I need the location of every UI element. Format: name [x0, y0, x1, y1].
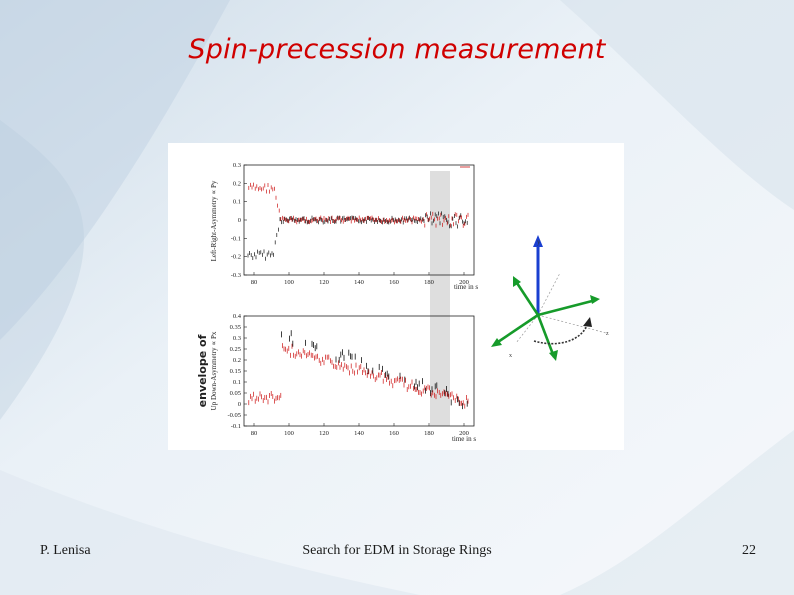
spin-vector-3 [494, 313, 539, 346]
bottom-plot-annotation: envelope of [196, 334, 209, 407]
slide-number: 22 [742, 543, 756, 558]
axis-label-z: z [606, 331, 609, 337]
y-tick-label: 0.2 [233, 357, 241, 364]
y-tick-label: 0.3 [233, 335, 241, 342]
y-tick-label: 0.4 [233, 313, 242, 320]
measurement-figure: Left-Right-Asymmetry ∝ Py 0.3 0.2 0.1 0 -0.1… [196, 162, 609, 443]
y-tick-label: 0.05 [230, 390, 241, 397]
x-tick-label: 180 [424, 279, 434, 286]
highlight-band [430, 171, 450, 426]
x-tick-label: 100 [284, 279, 294, 286]
top-plot-series [247, 182, 469, 261]
top-plot-yticks: 0.3 0.2 0.1 0 -0.1 -0.2 -0.3 [231, 162, 247, 279]
x-tick-label: 80 [251, 279, 258, 286]
x-tick-label: 140 [354, 430, 364, 437]
y-tick-label: 0.2 [233, 180, 241, 187]
x-tick-label: 180 [424, 430, 434, 437]
precession-arc [533, 322, 589, 345]
spin-vector-1-head [590, 295, 600, 304]
y-tick-label: -0.1 [231, 423, 241, 430]
x-tick-label: 100 [284, 430, 294, 437]
precession-arc-head [583, 317, 592, 327]
top-plot-ylabel: Left-Right-Asymmetry ∝ Py [210, 180, 218, 261]
z-axis-dashed [537, 314, 607, 334]
bottom-plot-series [248, 330, 469, 410]
spin-vector-1 [537, 298, 597, 317]
x-tick-label: 160 [389, 430, 399, 437]
aux-axis-dashed [537, 272, 561, 316]
x-tick-label: 120 [319, 430, 329, 437]
y-tick-label: -0.3 [231, 272, 241, 279]
bottom-plot-xticks: 80 100 120 140 160 180 200 [251, 423, 469, 437]
y-axis-arrowhead [533, 235, 543, 247]
axis-label-x: x [509, 353, 512, 359]
bottom-plot-ylabel: Up Down-Asymmetry ∝ Px [210, 331, 218, 410]
x-tick-label: 140 [354, 279, 364, 286]
y-tick-label: -0.2 [231, 254, 241, 261]
x-tick-label: 80 [251, 430, 258, 437]
y-tick-label: 0.1 [233, 379, 241, 386]
bottom-plot-xlabel: time in s [452, 435, 476, 443]
bottom-plot: envelope of Up Down-Asymmetry ∝ Px 0.40.… [196, 313, 476, 443]
bottom-plot-yticks: 0.4 0.35 0.3 0.25 0.2 0.15 0.1 0.05 0 -0.05 -0.1 [227, 313, 247, 430]
y-tick-label: -0.05 [227, 412, 241, 419]
top-plot: Left-Right-Asymmetry ∝ Py 0.3 0.2 0.1 0 -0.1… [210, 162, 478, 291]
footer-author: P. Lenisa [40, 543, 91, 558]
top-plot-xlabel: time in s [454, 283, 478, 291]
x-tick-label: 160 [389, 279, 399, 286]
slide-title: Spin-precession measurement [188, 34, 606, 65]
spin-vector-4-head [549, 350, 558, 361]
x-axis-dashed [515, 314, 539, 344]
spin-vector-2 [513, 279, 540, 316]
y-tick-label: 0.15 [230, 368, 241, 375]
y-tick-label: 0 [238, 401, 241, 408]
y-tick-label: 0.1 [233, 199, 241, 206]
x-tick-label: 200 [459, 279, 469, 286]
y-tick-label: 0.35 [230, 324, 241, 331]
y-tick-label: 0.25 [230, 346, 241, 353]
y-tick-label: -0.1 [231, 235, 241, 242]
figure-panel: Left-Right-Asymmetry ∝ Py 0.3 0.2 0.1 0 -0.1… [168, 143, 624, 450]
spin-vector-4 [536, 314, 556, 358]
spin-vector-3-head [491, 338, 502, 347]
footer-title: Search for EDM in Storage Rings [302, 543, 492, 558]
axis-label-y: y [537, 238, 541, 246]
spin-vector-2-head [513, 276, 521, 287]
y-tick-label: 0 [238, 217, 241, 224]
top-plot-xticks: 80 100 120 140 160 180 200 [251, 272, 469, 286]
y-tick-label: 0.3 [233, 162, 241, 169]
x-tick-label: 120 [319, 279, 329, 286]
x-tick-label: 200 [459, 430, 469, 437]
spin-precession-diagram: y z x [491, 235, 609, 361]
